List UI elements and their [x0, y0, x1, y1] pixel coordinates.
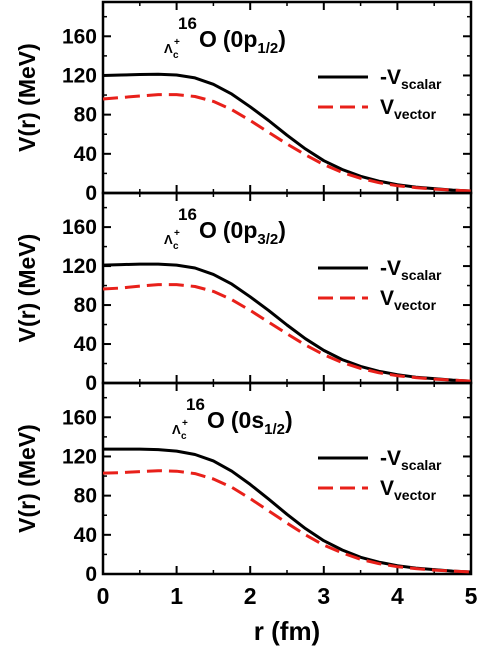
- y-tick-label: 160: [62, 25, 97, 48]
- legend-label: Vvector: [380, 287, 437, 313]
- annotation-hyperon-flavor: c: [173, 241, 179, 252]
- x-tick-label: 3: [317, 583, 330, 609]
- y-tick-label: 40: [74, 143, 97, 166]
- legend-label: Vvector: [380, 96, 437, 122]
- legend-name: V: [380, 287, 394, 310]
- panel-2: 0 40 80 120 160 V(r) (MeV) -Vscalar Vvector 16 Λ +…: [14, 191, 473, 395]
- annotation-hyperon-charge: +: [182, 418, 188, 429]
- annotation-element: O: [207, 407, 225, 433]
- annotation-mass-number: 16: [178, 14, 197, 33]
- annotation-close: ): [285, 407, 293, 433]
- annotation-mass-number: 16: [178, 205, 197, 224]
- legend-name-sub: vector: [394, 297, 437, 313]
- annotation-orbital: (0p: [223, 217, 258, 243]
- annotation-orbital-sub: 1/2: [257, 40, 278, 57]
- legend-name-sub: vector: [394, 487, 437, 503]
- legend-label: -Vscalar: [380, 447, 442, 473]
- y-tick-label: 40: [74, 333, 97, 356]
- legend-name: -V: [380, 257, 401, 280]
- y-axis-label: V(r) (MeV): [14, 424, 40, 533]
- legend-label: -Vscalar: [380, 66, 442, 92]
- plot-frame: [101, 191, 473, 385]
- legend-name: V: [380, 96, 394, 119]
- annotation-hyperon-flavor: c: [181, 431, 187, 442]
- annotation-orbital: (0p: [223, 26, 258, 52]
- y-tick-label: 0: [85, 182, 97, 205]
- x-tick-label: 4: [391, 583, 404, 609]
- series-line-scalar: [102, 72, 472, 193]
- x-tick-label: 0: [97, 583, 110, 609]
- y-tick-label: 160: [62, 216, 97, 239]
- legend-name-sub: scalar: [401, 267, 442, 283]
- annotation-hyperon: Λ: [164, 41, 173, 56]
- y-tick-label: 160: [62, 406, 97, 429]
- legend-name: -V: [380, 66, 401, 89]
- y-tick-label: 40: [74, 524, 97, 547]
- legend-name-sub: vector: [394, 106, 437, 122]
- x-axis-label: r (fm): [254, 616, 320, 646]
- series-line-vector: [102, 469, 472, 574]
- y-tick-label: 120: [62, 445, 97, 468]
- legend-label: -Vscalar: [380, 257, 442, 283]
- annotation-close: ): [278, 26, 286, 52]
- annotation-element: O: [199, 26, 217, 52]
- legend-label: Vvector: [380, 477, 437, 503]
- y-tick-label: 120: [62, 255, 97, 278]
- annotation-hyperon-charge: +: [174, 228, 180, 239]
- series-line-scalar: [103, 447, 472, 574]
- x-tick-label: 2: [244, 583, 257, 609]
- legend-name: V: [380, 477, 394, 500]
- y-tick-label: 120: [62, 64, 97, 87]
- y-tick-label: 80: [74, 104, 97, 127]
- annotation-state: O (0s1/2): [207, 407, 293, 438]
- y-axis-label: V(r) (MeV): [14, 234, 40, 343]
- y-tick-label: 0: [85, 372, 97, 395]
- annotation-orbital-sub: 3/2: [257, 231, 278, 248]
- plot-frame: [101, 0, 473, 195]
- panel-1: 0 40 80 120 160 V(r) (MeV) -Vscalar Vvector 16 Λ +…: [14, 0, 473, 205]
- annotation-close: ): [278, 217, 286, 243]
- y-tick-label: 0: [85, 563, 97, 586]
- legend-name-sub: scalar: [401, 76, 442, 92]
- legend-name: -V: [380, 447, 401, 470]
- annotation-hyperon-flavor: c: [173, 50, 179, 61]
- series-line-scalar: [102, 262, 472, 383]
- x-tick-label: 1: [170, 583, 183, 609]
- annotation-orbital-sub: 1/2: [264, 421, 285, 438]
- annotation-mass-number: 16: [186, 395, 205, 414]
- y-tick-label: 80: [74, 294, 97, 317]
- x-tick-label: 5: [465, 583, 478, 609]
- y-tick-label: 80: [74, 485, 97, 508]
- annotation-element: O: [199, 217, 217, 243]
- annotation-state: O (0p3/2): [199, 217, 286, 248]
- annotation-hyperon: Λ: [164, 232, 173, 247]
- annotation-hyperon: Λ: [172, 422, 181, 437]
- legend-name-sub: scalar: [401, 457, 442, 473]
- y-axis-label: V(r) (MeV): [14, 43, 40, 152]
- annotation-state: O (0p1/2): [199, 26, 286, 57]
- annotation-orbital: (0s: [231, 407, 264, 433]
- annotation-hyperon-charge: +: [174, 37, 180, 48]
